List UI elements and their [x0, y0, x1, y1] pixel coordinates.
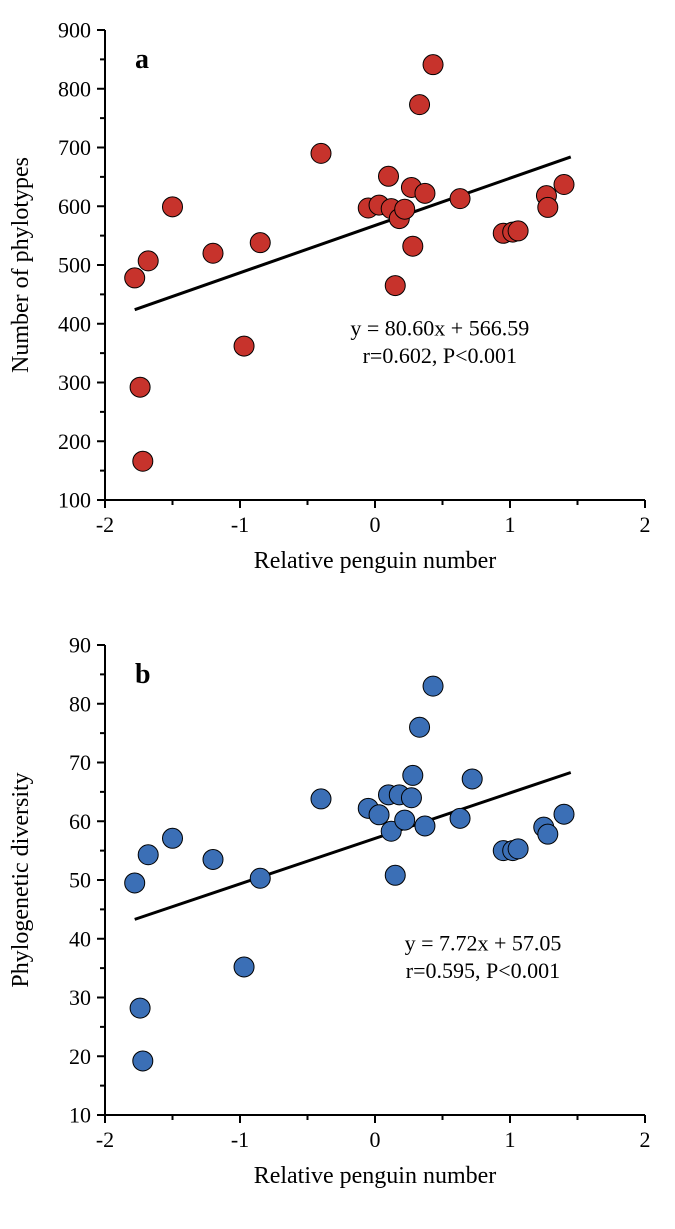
y-tick-label: 50	[69, 868, 91, 893]
data-point	[462, 769, 482, 789]
y-tick-label: 90	[69, 633, 91, 658]
y-tick-label: 400	[58, 311, 91, 336]
equation-line2: r=0.602, P<0.001	[363, 343, 517, 368]
x-tick-label: 2	[640, 1127, 651, 1152]
y-tick-label: 10	[69, 1103, 91, 1128]
data-point	[415, 816, 435, 836]
data-point	[423, 676, 443, 696]
data-point	[138, 845, 158, 865]
y-tick-label: 100	[58, 488, 91, 513]
y-tick-label: 300	[58, 370, 91, 395]
x-tick-label: -2	[96, 512, 114, 537]
data-point	[385, 276, 405, 296]
data-point	[423, 55, 443, 75]
data-point	[130, 377, 150, 397]
data-point	[130, 998, 150, 1018]
data-point	[133, 451, 153, 471]
data-point	[163, 828, 183, 848]
y-tick-label: 20	[69, 1044, 91, 1069]
y-tick-label: 60	[69, 809, 91, 834]
data-point	[401, 788, 421, 808]
data-point	[410, 95, 430, 115]
data-point	[410, 717, 430, 737]
data-point	[250, 233, 270, 253]
equation-line1: y = 7.72x + 57.05	[405, 931, 562, 956]
data-point	[395, 810, 415, 830]
panel-letter: b	[135, 659, 151, 690]
x-tick-label: 1	[505, 512, 516, 537]
x-tick-label: -1	[231, 512, 249, 537]
y-tick-label: 200	[58, 429, 91, 454]
data-point	[395, 199, 415, 219]
data-point	[554, 804, 574, 824]
data-point	[385, 865, 405, 885]
x-axis-label: Relative penguin number	[254, 548, 497, 574]
data-point	[250, 868, 270, 888]
axis-frame	[105, 30, 645, 500]
data-point	[234, 957, 254, 977]
x-tick-label: 1	[505, 1127, 516, 1152]
data-point	[369, 805, 389, 825]
y-axis-label: Phylogenetic diversity	[8, 772, 34, 987]
panel-a: -2 -1 0 1 2 100 200 300 400 500 600 700 800 900 Relati…	[0, 0, 675, 610]
y-tick-label: 800	[58, 76, 91, 101]
x-tick-label: 0	[370, 512, 381, 537]
data-point	[125, 268, 145, 288]
data-point	[403, 765, 423, 785]
data-point	[538, 824, 558, 844]
y-tick-label: 500	[58, 253, 91, 278]
data-point	[508, 221, 528, 241]
y-axis-label: Number of phylotypes	[8, 157, 34, 373]
data-point	[133, 1051, 153, 1071]
data-point	[415, 183, 435, 203]
data-point	[311, 789, 331, 809]
x-tick-label: 0	[370, 1127, 381, 1152]
data-point	[203, 849, 223, 869]
data-point	[450, 189, 470, 209]
y-tick-label: 900	[58, 18, 91, 43]
axis-frame	[105, 645, 645, 1115]
data-point	[450, 808, 470, 828]
data-point	[203, 243, 223, 263]
y-tick-label: 40	[69, 926, 91, 951]
x-tick-label: -2	[96, 1127, 114, 1152]
y-tick-label: 80	[69, 691, 91, 716]
data-point	[311, 143, 331, 163]
data-point	[138, 251, 158, 271]
equation-line2: r=0.595, P<0.001	[406, 958, 560, 983]
data-point	[538, 197, 558, 217]
data-point	[379, 166, 399, 186]
x-tick-label: 2	[640, 512, 651, 537]
data-point	[234, 336, 254, 356]
panel-b: -2 -1 0 1 2 10 20 30 40 50 60 70 80 90 Relative pengui…	[0, 615, 675, 1225]
data-point	[403, 236, 423, 256]
data-point	[163, 197, 183, 217]
data-point	[554, 175, 574, 195]
x-axis-label: Relative penguin number	[254, 1163, 497, 1189]
data-point	[125, 873, 145, 893]
y-tick-label: 30	[69, 985, 91, 1010]
x-tick-label: -1	[231, 1127, 249, 1152]
y-tick-label: 70	[69, 750, 91, 775]
y-tick-label: 600	[58, 194, 91, 219]
panel-letter: a	[135, 44, 149, 75]
data-point	[508, 839, 528, 859]
equation-line1: y = 80.60x + 566.59	[350, 316, 529, 341]
y-tick-label: 700	[58, 135, 91, 160]
figure-page: { "panel_a": { "type": "scatter", "lette…	[0, 0, 675, 1229]
